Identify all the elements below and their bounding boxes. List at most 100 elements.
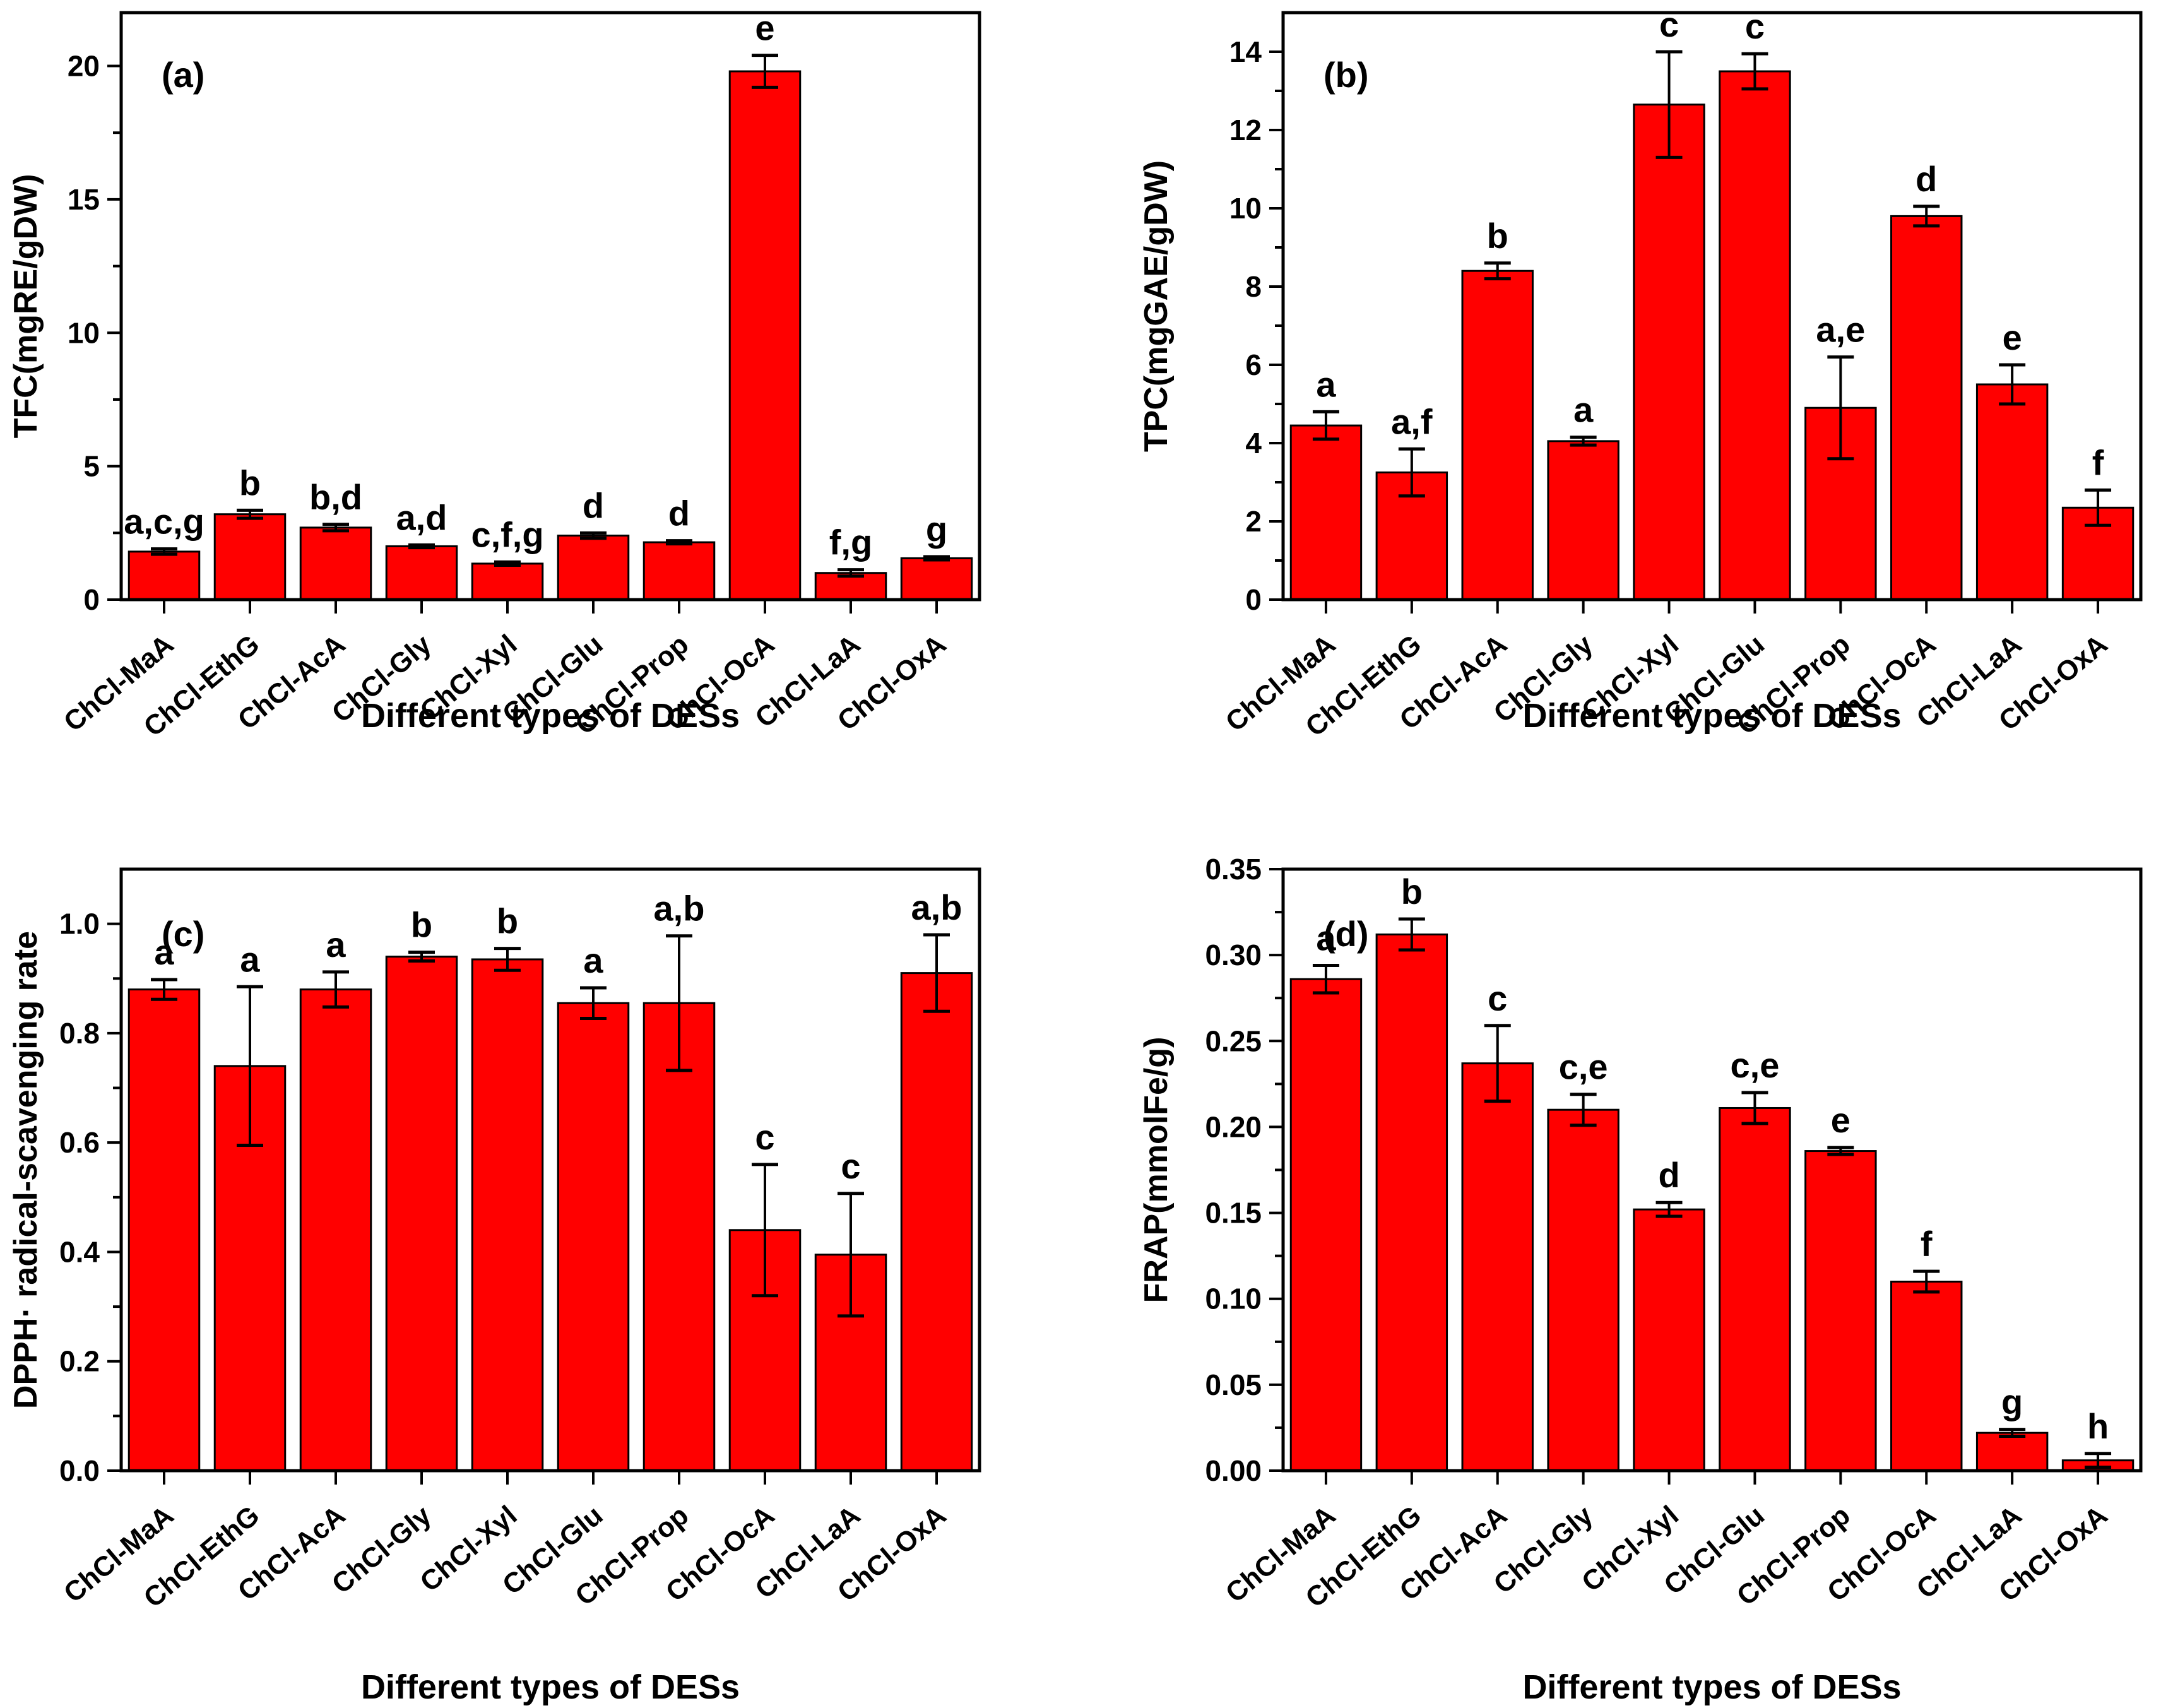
panel-c-chart: a a a b baa,bcca,b0.00.20.40.60.81.0ChCl-MaA… (8, 867, 981, 1706)
significance-letter: b (1401, 872, 1423, 911)
significance-letter: a (1316, 918, 1336, 958)
panel-letter: (c) (162, 914, 204, 954)
y-tick-label: 15 (68, 183, 100, 216)
y-tick-label: 0.00 (1205, 1454, 1262, 1487)
bar-chcl-oca (728, 70, 802, 601)
significance-letter: c (841, 1146, 860, 1186)
significance-letter: d (668, 494, 690, 533)
significance-letter: e (2003, 317, 2022, 357)
y-tick-label: 1.0 (59, 908, 100, 940)
y-tick-label: 0.4 (59, 1235, 100, 1268)
y-tick-label: 0.20 (1205, 1110, 1262, 1143)
significance-letter: a (583, 940, 603, 980)
panel-letter: (a) (162, 55, 204, 95)
significance-letter: h (2087, 1406, 2109, 1446)
panel-a-chart: a,c,gb b,da,d c,f,gd def,g g05101520ChCl-MaA… (8, 8, 981, 743)
significance-letter: a,b (654, 889, 705, 928)
y-tick-label: 0.05 (1205, 1368, 1262, 1401)
significance-letter: e (755, 8, 774, 48)
bar-chcl-gly (1547, 1108, 1619, 1472)
significance-letter: d (583, 485, 604, 525)
panel-d-chart: a b c c,e d c,e e f g h 0.00 0.05 0.10 0.15 0.20 0.25 0.… (1138, 854, 2143, 1706)
y-tick-label: 6 (1245, 348, 1262, 381)
y-tick-label: 0.25 (1205, 1024, 1262, 1057)
significance-letter: c,f,g (471, 514, 543, 554)
y-tick-label: 0.15 (1205, 1197, 1262, 1230)
significance-letter: f (2092, 442, 2104, 482)
bar-chcl-glu (1719, 1106, 1791, 1472)
bar-chcl-xyl (471, 562, 544, 601)
significance-letter: d (1915, 159, 1937, 199)
significance-letter: a (240, 939, 260, 979)
bar-chcl-glu (557, 535, 630, 601)
y-tick-label: 0.2 (59, 1345, 100, 1378)
significance-letter: d (1658, 1155, 1679, 1195)
significance-letter: a (1316, 364, 1336, 404)
bar-chcl-maa (127, 988, 201, 1472)
y-tick-label: 5 (83, 450, 100, 483)
y-tick-label: 0.0 (59, 1454, 100, 1487)
significance-letter: b,d (309, 477, 362, 517)
significance-letter: a (1573, 390, 1594, 430)
bar-chcl-aca (1461, 270, 1534, 601)
bar-chcl-xyl (471, 958, 544, 1472)
significance-letter: b (411, 905, 432, 945)
significance-letter: c,e (1559, 1047, 1608, 1087)
significance-letter: f,g (829, 523, 872, 562)
significance-letter: a,e (1816, 310, 1865, 350)
significance-letter: g (926, 509, 947, 549)
significance-letter: c (1488, 978, 1507, 1018)
significance-letter: a (154, 932, 174, 972)
y-tick-label: 14 (1229, 35, 1262, 68)
x-axis-title: Different types of DESs (1522, 1668, 1901, 1706)
y-tick-label: 4 (1245, 427, 1262, 460)
bar-chcl-oca (1890, 1280, 1963, 1472)
x-axis-title: Different types of DESs (361, 697, 740, 735)
bar-chcl-aca (299, 526, 372, 601)
y-tick-label: 10 (1229, 192, 1262, 225)
bar-chcl-oca (1890, 215, 1963, 601)
bar-chcl-xyl (1633, 1208, 1705, 1472)
significance-letter: a,c,g (124, 502, 204, 542)
bar-chcl-oxa (900, 557, 973, 601)
y-tick-label: 0.35 (1205, 854, 1262, 886)
axis-box (119, 867, 981, 1473)
bar-chcl-glu (1719, 70, 1791, 601)
y-tick-label: 0 (83, 583, 100, 616)
x-axis-title: Different types of DESs (361, 1668, 740, 1706)
significance-letter: f (1921, 1224, 1933, 1264)
significance-letter: c,e (1731, 1045, 1780, 1085)
axis-box (1281, 11, 2143, 602)
significance-letter: e (1831, 1100, 1850, 1140)
bar-chcl-aca (299, 988, 372, 1472)
y-tick-label: 10 (68, 316, 100, 349)
significance-letter: b (1487, 216, 1508, 256)
bar-chcl-laa (1975, 1432, 2049, 1472)
bar-chcl-gly (1547, 440, 1619, 601)
y-tick-label: 0.10 (1205, 1283, 1262, 1315)
significance-letter: a,d (396, 497, 447, 537)
bar-chcl-ethg (213, 513, 287, 601)
x-axis-title: Different types of DESs (1522, 697, 1901, 735)
significance-letter: b (497, 901, 518, 941)
bar-chcl-aca (1461, 1062, 1534, 1472)
y-tick-label: 20 (68, 50, 100, 83)
significance-letter: a,b (911, 887, 962, 927)
y-tick-label: 0 (1245, 583, 1262, 616)
bar-chcl-glu (557, 1002, 630, 1472)
significance-letter: c (1659, 4, 1679, 44)
significance-letter: a (326, 925, 346, 964)
bar-chcl-oxa (900, 972, 973, 1472)
panel-letter: (b) (1323, 55, 1369, 95)
significance-letter: g (2001, 1382, 2023, 1422)
y-tick-label: 0.8 (59, 1017, 100, 1050)
y-tick-label: 8 (1245, 270, 1262, 303)
bar-chcl-prop (642, 1002, 716, 1472)
y-axis-title: FRAP(mmolFe/g) (1138, 1037, 1175, 1303)
bar-chcl-maa (1289, 978, 1363, 1472)
y-axis-title: DPPH· radical-scavenging rate (8, 931, 44, 1409)
axis-box (119, 11, 981, 602)
bar-chcl-maa (127, 550, 201, 601)
